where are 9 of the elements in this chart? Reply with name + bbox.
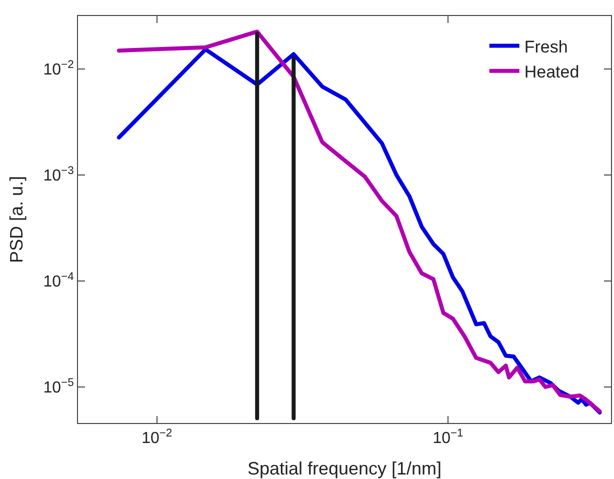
y-tick-label: 10$^{−4}$ <box>43 270 74 291</box>
legend-label: Fresh <box>524 37 568 56</box>
y-axis-title: PSD [a. u.] <box>6 176 26 264</box>
x-axis-title: Spatial frequency [1/nm] <box>247 458 442 478</box>
x-tick-label: 10$^{−1}$ <box>432 427 464 448</box>
y-tick-label: 10$^{−5}$ <box>43 376 74 397</box>
y-tick-label: 10$^{−3}$ <box>43 164 74 185</box>
y-tick-label: 10$^{−2}$ <box>43 58 74 79</box>
legend-label: Heated <box>524 62 580 82</box>
